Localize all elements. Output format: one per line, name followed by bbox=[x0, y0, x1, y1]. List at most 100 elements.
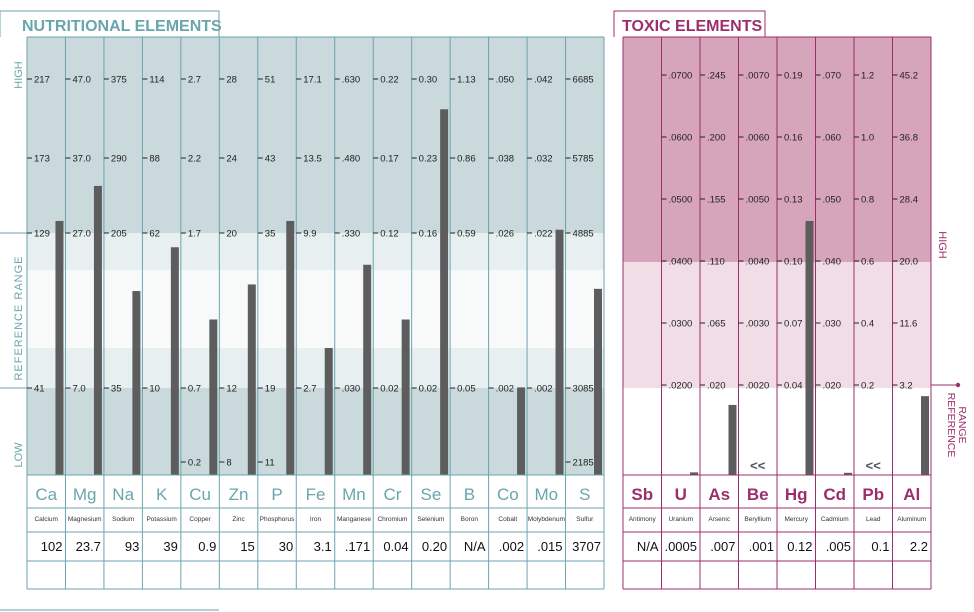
element-symbol: Pb bbox=[862, 485, 884, 504]
tick-label: 28 bbox=[226, 75, 237, 86]
element-symbol: Al bbox=[903, 485, 920, 504]
element-symbol: Cu bbox=[189, 485, 211, 504]
bar-hg bbox=[805, 220, 814, 475]
element-value: .002 bbox=[499, 539, 524, 554]
tick-label: .022 bbox=[534, 229, 553, 240]
tick-label: .070 bbox=[823, 71, 842, 82]
tick-label: 43 bbox=[265, 154, 276, 165]
bar-mg bbox=[93, 185, 102, 476]
tick-label: 19 bbox=[265, 384, 276, 395]
panel-title: NUTRITIONAL ELEMENTS bbox=[22, 18, 222, 35]
element-value: 3707 bbox=[572, 539, 601, 554]
tick-label: 24 bbox=[226, 154, 237, 165]
tick-label: .020 bbox=[823, 381, 842, 392]
nutritional-elements-panel: NUTRITIONAL ELEMENTS HIGH REFERENCE RANGE L… bbox=[0, 10, 605, 611]
tick-label: 0.16 bbox=[784, 133, 803, 144]
bar-cr bbox=[401, 319, 410, 475]
element-symbol: Be bbox=[747, 485, 769, 504]
tick-label: .020 bbox=[707, 381, 726, 392]
element-name: Cobalt bbox=[498, 516, 517, 523]
element-value: 102 bbox=[41, 539, 63, 554]
tick-label: 28.4 bbox=[900, 195, 919, 206]
element-symbol: S bbox=[579, 485, 590, 504]
element-name: Selenium bbox=[417, 516, 444, 523]
below-detection-marker: << bbox=[750, 458, 766, 473]
tick-label: .0030 bbox=[746, 319, 770, 330]
element-symbol: Hg bbox=[785, 485, 808, 504]
tick-label: 3.2 bbox=[900, 381, 913, 392]
bar-mo bbox=[555, 229, 564, 475]
toxic-elements-panel: TOXIC ELEMENTS HIGH REFERENCE RANGE Sb Antimo… bbox=[613, 10, 968, 590]
bar-p bbox=[286, 220, 295, 475]
tick-label: 0.04 bbox=[784, 381, 803, 392]
tick-label: 9.9 bbox=[303, 229, 316, 240]
tick-label: 35 bbox=[265, 229, 276, 240]
element-symbol: Mn bbox=[342, 485, 366, 504]
side-label-low: LOW bbox=[13, 442, 25, 468]
element-symbol: As bbox=[708, 485, 730, 504]
element-value: 93 bbox=[125, 539, 139, 554]
tick-label: 51 bbox=[265, 75, 276, 86]
tick-label: .200 bbox=[707, 133, 726, 144]
element-value: 39 bbox=[163, 539, 177, 554]
lower-reference-band bbox=[27, 348, 604, 388]
element-value: 0.12 bbox=[787, 539, 812, 554]
reference-bracket-dot bbox=[955, 382, 961, 388]
element-symbol: Ca bbox=[35, 485, 57, 504]
element-value: 0.20 bbox=[422, 539, 447, 554]
tick-label: 10 bbox=[149, 384, 160, 395]
tick-label: .0300 bbox=[669, 319, 693, 330]
tick-label: .0200 bbox=[669, 381, 693, 392]
element-value: 3.1 bbox=[314, 539, 332, 554]
element-symbol: B bbox=[464, 485, 475, 504]
tick-label: 0.8 bbox=[861, 195, 874, 206]
tick-label: 27.0 bbox=[72, 229, 91, 240]
element-value: 23.7 bbox=[76, 539, 101, 554]
element-name: Lead bbox=[866, 516, 881, 523]
tick-label: 0.2 bbox=[861, 381, 874, 392]
element-name: Manganese bbox=[337, 516, 371, 523]
tick-label: 0.4 bbox=[861, 319, 874, 330]
element-value: .005 bbox=[826, 539, 851, 554]
title-tab bbox=[613, 10, 766, 37]
tick-label: 2.7 bbox=[188, 75, 201, 86]
element-value: N/A bbox=[637, 539, 659, 554]
element-name: Cadmium bbox=[821, 516, 849, 523]
element-symbol: Fe bbox=[306, 485, 326, 504]
tick-label: 12 bbox=[226, 384, 237, 395]
element-symbol: Cr bbox=[383, 485, 401, 504]
tick-label: 20.0 bbox=[900, 257, 919, 268]
element-symbol: U bbox=[675, 485, 687, 504]
title-tab bbox=[0, 10, 220, 37]
element-symbol: Na bbox=[112, 485, 134, 504]
element-symbol: P bbox=[271, 485, 282, 504]
element-name: Mercury bbox=[785, 516, 809, 523]
tick-label: .0060 bbox=[746, 133, 770, 144]
element-value: 15 bbox=[240, 539, 254, 554]
tick-label: .0020 bbox=[746, 381, 770, 392]
tick-label: .060 bbox=[823, 133, 842, 144]
bar-s bbox=[594, 288, 602, 475]
tick-label: .0040 bbox=[746, 257, 770, 268]
tick-label: 375 bbox=[111, 75, 127, 86]
tick-label: 0.30 bbox=[419, 75, 438, 86]
tick-label: 0.2 bbox=[188, 458, 201, 469]
element-name: Arsenic bbox=[708, 516, 730, 523]
bar-k bbox=[170, 247, 179, 475]
tick-label: 129 bbox=[34, 229, 50, 240]
tick-label: 7.0 bbox=[72, 384, 85, 395]
tick-label: 88 bbox=[149, 154, 160, 165]
tick-label: 20 bbox=[226, 229, 237, 240]
side-label-reference: REFERENCE RANGE bbox=[13, 255, 25, 380]
tick-label: 41 bbox=[34, 384, 45, 395]
element-value: 2.2 bbox=[910, 539, 928, 554]
tick-label: 17.1 bbox=[303, 75, 322, 86]
upper-reference-band bbox=[27, 233, 604, 270]
side-label-reference-2: RANGE bbox=[956, 406, 968, 443]
tick-label: .480 bbox=[342, 154, 361, 165]
tick-label: 1.13 bbox=[457, 75, 476, 86]
tick-label: 0.02 bbox=[419, 384, 438, 395]
side-label-high: HIGH bbox=[936, 231, 948, 259]
bar-as bbox=[728, 404, 737, 475]
tick-label: 0.13 bbox=[784, 195, 803, 206]
